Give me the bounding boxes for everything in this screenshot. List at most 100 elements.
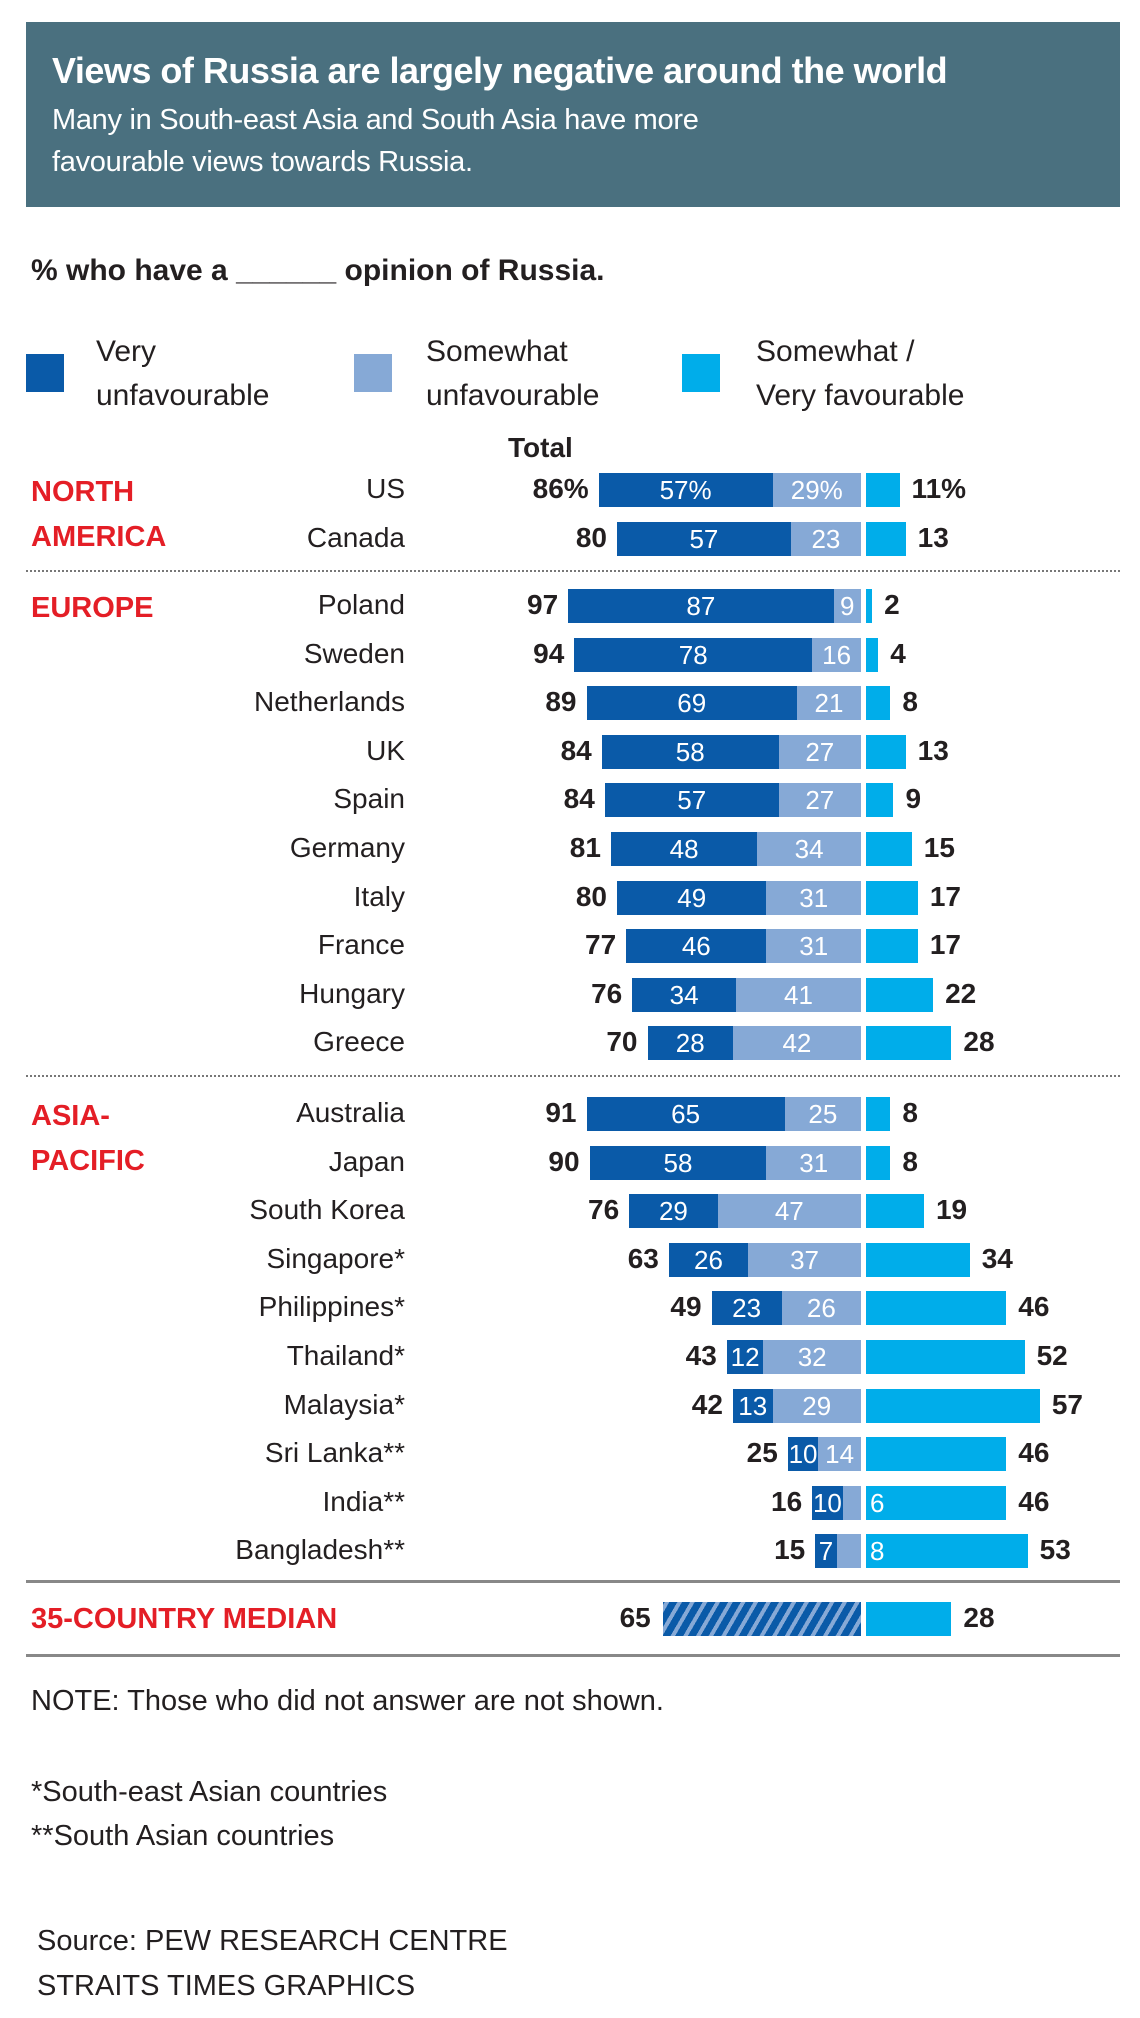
total-column-label: Total (508, 432, 573, 463)
bar-very-unfavourable: 7 (815, 1534, 837, 1569)
favourable-value: 17 (929, 880, 961, 912)
country-label: Japan (328, 1145, 405, 1177)
country-label: Spain (333, 783, 405, 815)
favourable-value: 13 (917, 734, 949, 766)
bar-very-unfavourable: 26 (668, 1242, 749, 1277)
bar-very-unfavourable: 10 (812, 1485, 843, 1520)
legend-line: unfavourable (426, 379, 600, 412)
bar-favourable (866, 929, 918, 964)
bar-somewhat-unfavourable: 32 (763, 1340, 861, 1374)
subtitle-line-1: Many in South-east Asia and South Asia h… (52, 104, 699, 136)
bar-favourable (866, 1340, 1025, 1374)
bar-somewhat-unfavourable: 41 (735, 977, 861, 1012)
header-box: Views of Russia are largely negative aro… (26, 22, 1120, 207)
country-label: India** (322, 1485, 405, 1517)
bar-somewhat-unfavourable: 23 (790, 521, 861, 556)
favourable-value: 13 (917, 521, 949, 553)
favourable-value: 46 (1018, 1291, 1050, 1323)
bar-somewhat-unfavourable: 25 (784, 1097, 861, 1131)
total-value: 43 (685, 1340, 717, 1371)
bar-favourable (866, 1388, 1040, 1423)
country-label: Sweden (303, 637, 405, 669)
bar-favourable (866, 686, 891, 721)
favourable-value: 8 (902, 686, 918, 718)
total-value: 94 (533, 637, 565, 669)
total-value: 97 (527, 589, 559, 620)
bar-somewhat-unfavourable: 26 (781, 1291, 861, 1326)
favourable-value: 53 (1039, 1534, 1071, 1566)
bar-very-unfavourable: 34 (632, 977, 736, 1012)
bar-very-unfavourable: 13 (732, 1388, 773, 1423)
country-label: US (366, 473, 405, 504)
favourable-value: 17 (929, 929, 961, 961)
favourable-value: 19 (935, 1194, 968, 1226)
country-label: Italy (353, 880, 405, 912)
bar-favourable (866, 1242, 970, 1277)
median-divider-top (26, 1580, 1120, 1583)
country-label: France (317, 929, 405, 961)
region-label: EUROPE (31, 592, 154, 624)
bar-favourable (866, 880, 918, 915)
total-value: 81 (569, 832, 601, 863)
country-label: Philippines* (258, 1291, 405, 1323)
favourable-value: 15 (923, 832, 955, 863)
bar-somewhat-unfavourable: 16 (812, 637, 861, 672)
median-favourable-value: 28 (963, 1602, 995, 1633)
favourable-value: 57 (1051, 1388, 1083, 1420)
bar-favourable (866, 832, 912, 866)
bar-somewhat-unfavourable: 29 (772, 1388, 861, 1423)
bar-favourable (866, 1437, 1007, 1472)
footnote-south-east-asia: *South-east Asian countries (31, 1776, 388, 1808)
country-label: Sri Lanka** (264, 1437, 405, 1469)
bar-very-unfavourable: 69 (586, 686, 797, 721)
question-text: % who have a ______ opinion of Russia. (31, 254, 605, 287)
source-line-1: Source: PEW RESEARCH CENTRE (37, 1925, 508, 1957)
bar-somewhat-unfavourable: 27 (778, 783, 861, 818)
total-value: 49 (670, 1291, 702, 1323)
bar-very-unfavourable: 48 (610, 832, 758, 866)
bar-very-unfavourable: 46 (626, 929, 767, 964)
bar-favourable (866, 521, 906, 556)
median-bar-favourable (866, 1602, 952, 1636)
country-label: Poland (317, 589, 405, 620)
region-divider (26, 570, 1120, 572)
bar-very-unfavourable: 57 (604, 783, 779, 818)
bar-very-unfavourable: 58 (601, 734, 779, 769)
favourable-value: 4 (890, 637, 906, 669)
bar-favourable (866, 589, 873, 623)
country-label: UK (366, 734, 405, 766)
bar-very-unfavourable: 78 (574, 637, 813, 672)
bar-very-unfavourable: 28 (647, 1026, 733, 1061)
total-value: 15 (774, 1534, 806, 1566)
bar-somewhat-unfavourable: 29% (772, 473, 861, 507)
bar-somewhat-unfavourable: 21 (796, 686, 861, 721)
bar-very-unfavourable: 49 (617, 880, 767, 915)
bar-favourable (866, 977, 934, 1012)
total-value: 84 (560, 734, 592, 766)
bar-favourable (866, 1026, 952, 1061)
country-label: Greece (313, 1026, 405, 1058)
country-label: Netherlands (254, 686, 405, 718)
bar-favourable (866, 1194, 924, 1229)
bar-very-unfavourable: 57% (598, 473, 773, 507)
total-value: 76 (588, 1194, 620, 1226)
footnote-south-asia: **South Asian countries (31, 1820, 335, 1852)
favourable-value: 28 (963, 1026, 995, 1058)
bar-very-unfavourable: 29 (629, 1194, 718, 1229)
median-unfavourable-value: 65 (619, 1602, 651, 1633)
country-label: Australia (296, 1097, 405, 1128)
bar-favourable: 8 (866, 1534, 1028, 1569)
country-label: Canada (306, 521, 405, 553)
region-divider (26, 1075, 1120, 1077)
country-label: Germany (289, 832, 405, 863)
favourable-value: 8 (902, 1097, 918, 1128)
legend-label-favourable: Somewhat / Very favourable (756, 330, 964, 418)
bar-very-unfavourable: 87 (568, 589, 834, 623)
total-value: 63 (627, 1242, 659, 1274)
bar-very-unfavourable: 65 (586, 1097, 785, 1131)
legend-line: unfavourable (96, 379, 270, 412)
legend-swatch-favourable (682, 354, 720, 392)
favourable-value: 46 (1018, 1437, 1050, 1469)
country-label: South Korea (249, 1194, 405, 1226)
